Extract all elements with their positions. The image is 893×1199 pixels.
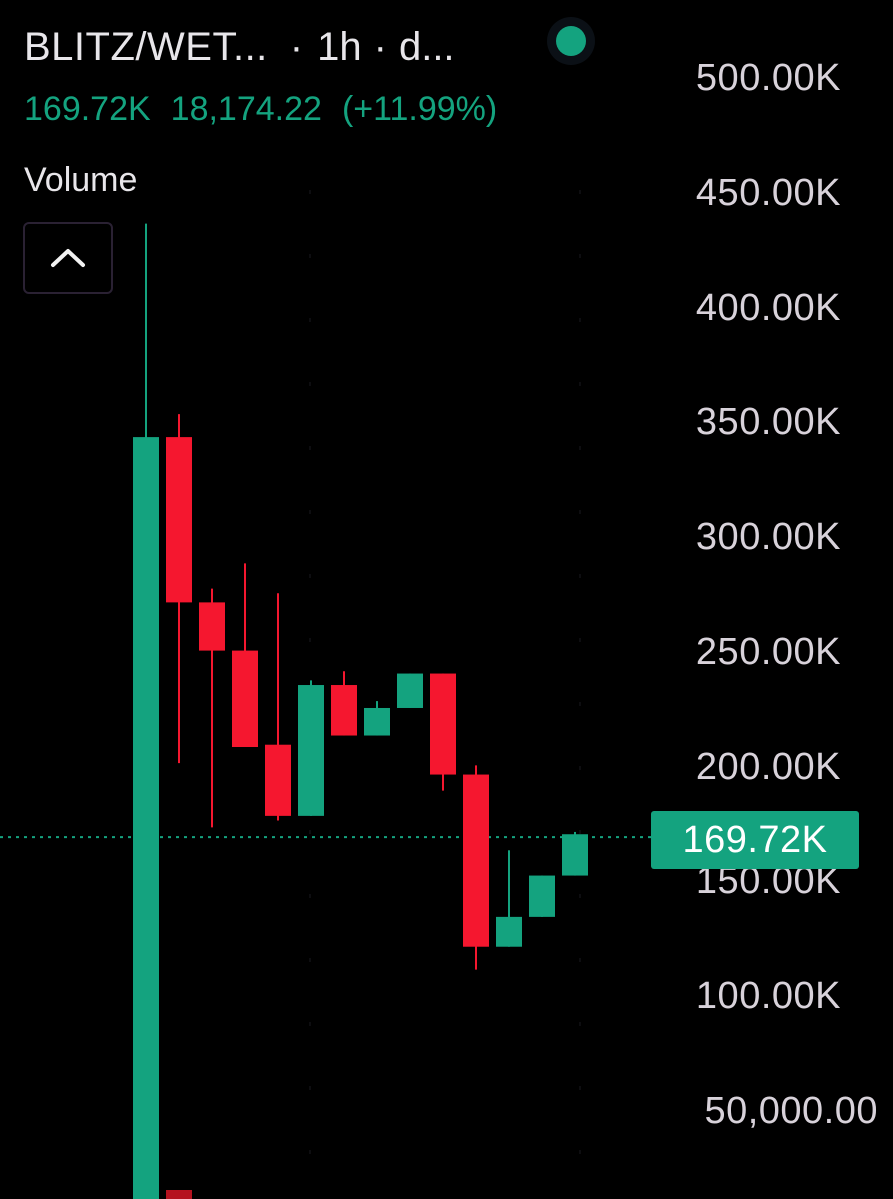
y-tick-label: 500.00K: [695, 57, 841, 99]
volume-bar: [166, 1190, 192, 1199]
candle-body: [397, 673, 423, 708]
price-change: 18,174.22: [170, 90, 322, 128]
collapse-indicators-button[interactable]: [23, 222, 113, 294]
exchange-label[interactable]: d...: [398, 24, 455, 69]
candle-body: [265, 744, 291, 816]
interval-label[interactable]: 1h: [317, 24, 362, 69]
y-tick-label: 400.00K: [695, 286, 841, 329]
candle-body: [529, 875, 555, 917]
y-tick-label: 450.00K: [695, 171, 841, 214]
candle-body: [364, 707, 390, 736]
chevron-up-icon: [51, 249, 85, 267]
y-tick-label: 100.00K: [695, 975, 841, 1018]
candle-body: [166, 437, 192, 603]
price-change-percent: (+11.99%): [341, 90, 498, 128]
status-dot-icon: [556, 26, 586, 56]
y-tick-label: 250.00K: [695, 630, 841, 673]
last-price: 169.72K: [24, 90, 151, 128]
candle-body: [199, 602, 225, 651]
y-tick-label: 50,000.00: [704, 1090, 878, 1132]
candle-body: [463, 774, 489, 947]
candle-body: [496, 916, 522, 947]
title-row[interactable]: BLITZ/WET... · 1h · d...: [24, 22, 644, 72]
chart-header: BLITZ/WET... · 1h · d... 169.72K 18,174.…: [24, 22, 644, 200]
title-separator-2: ·: [373, 24, 387, 69]
candle-body: [298, 685, 324, 816]
pair-title[interactable]: BLITZ/WET...: [24, 24, 268, 69]
candle-body: [562, 834, 588, 876]
current-price-tag: 169.72K: [651, 811, 859, 869]
y-tick-label: 200.00K: [695, 745, 841, 788]
y-tick-label: 300.00K: [695, 516, 841, 559]
candle-body: [133, 437, 159, 1199]
title-separator: ·: [289, 24, 304, 69]
price-row: 169.72K 18,174.22 (+11.99%): [24, 90, 644, 129]
y-tick-label: 350.00K: [695, 401, 841, 444]
candle-body: [232, 650, 258, 748]
volume-indicator-label[interactable]: Volume: [24, 161, 138, 199]
candle-body: [331, 685, 357, 736]
candle-body: [430, 673, 456, 775]
